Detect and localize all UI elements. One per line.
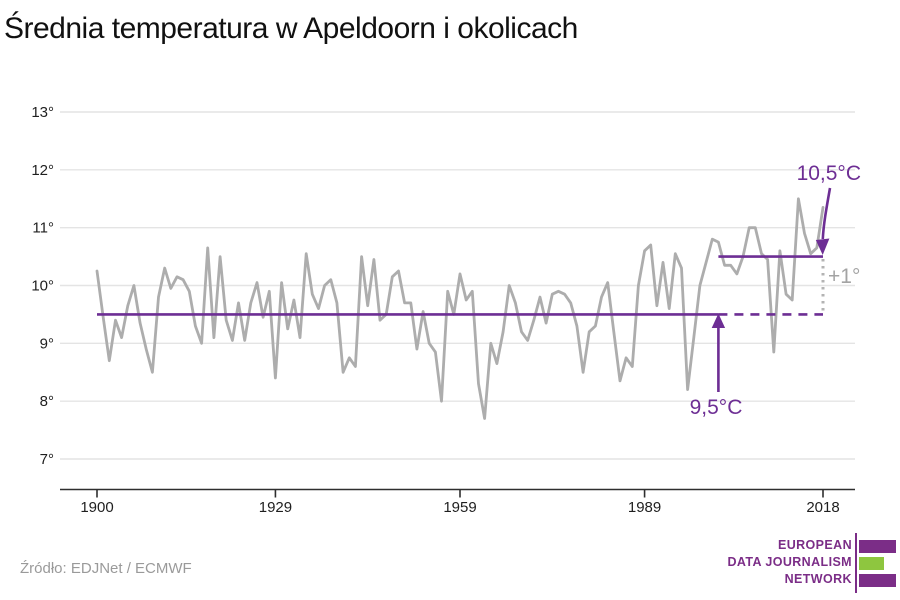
temperature-line bbox=[95, 197, 825, 420]
y-tick-label-10: 10° bbox=[31, 278, 54, 295]
x-axis-layer: 1900 1929 1959 1989 2018 bbox=[60, 488, 855, 516]
source-credit: Źródło: EDJNet / ECMWF bbox=[20, 560, 192, 577]
y-tick-label-13: 13° bbox=[31, 104, 54, 121]
arrow-up-head bbox=[711, 313, 726, 328]
arrow-down-head bbox=[815, 238, 830, 255]
arrow-down-to-recent-average bbox=[821, 187, 832, 240]
temperature-line-layer bbox=[95, 197, 825, 420]
y-tick-label-9: 9° bbox=[40, 335, 54, 352]
edjnet-logo-text: EUROPEAN DATA JOURNALISM NETWORK bbox=[727, 537, 852, 587]
logo-divider-line bbox=[855, 533, 857, 593]
annotation-layer: +1° 10,5°C 9,5°C bbox=[690, 162, 861, 419]
y-tick-label-7: 7° bbox=[40, 451, 54, 468]
logo-bar-middle bbox=[859, 557, 884, 570]
logo-line-data-journalism: DATA JOURNALISM bbox=[727, 554, 852, 569]
logo-line-network: NETWORK bbox=[784, 571, 852, 586]
chart-title: Średnia temperatura w Apeldoorn i okolic… bbox=[4, 12, 578, 45]
x-tick-label-1959: 1959 bbox=[443, 499, 476, 516]
logo-line-european: EUROPEAN bbox=[777, 538, 852, 552]
logo-bar-top bbox=[859, 540, 896, 553]
y-tick-label-8: 8° bbox=[40, 393, 54, 410]
recent-average-label: 10,5°C bbox=[797, 162, 861, 185]
delta-label: +1° bbox=[828, 265, 860, 288]
x-tick-label-1929: 1929 bbox=[259, 499, 292, 516]
x-tick-label-1900: 1900 bbox=[80, 499, 113, 516]
x-tick-label-2018: 2018 bbox=[806, 499, 839, 516]
logo-bar-bottom bbox=[859, 574, 896, 587]
average-baselines-layer bbox=[97, 255, 823, 316]
x-tick-label-1989: 1989 bbox=[628, 499, 661, 516]
y-tick-label-11: 11° bbox=[32, 220, 54, 237]
y-tick-label-12: 12° bbox=[31, 162, 54, 179]
past-average-label: 9,5°C bbox=[690, 396, 743, 419]
grid-layer: 13° 12° 11° 10° 9° 8° 7° bbox=[31, 104, 855, 468]
